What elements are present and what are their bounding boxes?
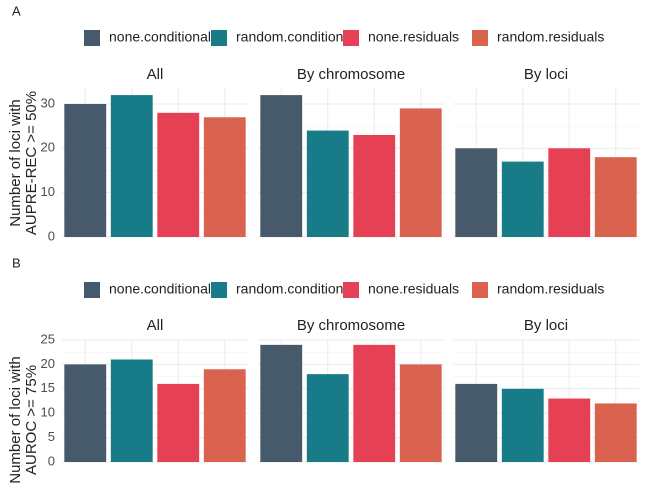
legend-label: none.conditional <box>109 281 211 297</box>
legend-swatch <box>343 30 359 46</box>
bar <box>548 398 591 462</box>
bar <box>260 344 303 462</box>
facet-title: All <box>147 66 164 83</box>
y-tick-label: 15 <box>41 380 55 395</box>
bar <box>501 161 544 237</box>
legend-label: random.residuals <box>497 281 604 297</box>
y-tick-label: 5 <box>48 429 55 444</box>
legend-label: none.residuals <box>368 281 459 297</box>
legend-label: none.conditional <box>109 29 211 45</box>
bar <box>399 108 442 238</box>
y-tick-label: 10 <box>41 184 55 199</box>
legend-swatch <box>84 30 100 46</box>
bar <box>501 388 544 462</box>
facet-title: By loci <box>524 66 568 83</box>
legend-swatch <box>211 282 227 298</box>
legend-swatch <box>472 30 488 46</box>
bar <box>353 135 396 237</box>
bar <box>594 157 637 237</box>
legend-label: random.residuals <box>497 29 604 45</box>
y-axis-label: Number of loci with <box>7 99 24 227</box>
bar <box>64 103 107 237</box>
bar <box>399 364 442 462</box>
bar <box>110 95 153 237</box>
bar <box>157 112 200 237</box>
bar <box>353 344 396 462</box>
bar <box>203 117 246 237</box>
facet-title: By loci <box>524 317 568 334</box>
bar <box>594 403 637 462</box>
panel-tag: B <box>12 255 21 270</box>
legend-label: random.conditional <box>236 29 354 45</box>
bar <box>157 383 200 462</box>
y-tick-label: 25 <box>41 331 55 346</box>
legend-label: random.conditional <box>236 281 354 297</box>
bar <box>455 383 498 462</box>
legend-swatch <box>84 282 100 298</box>
bar <box>110 359 153 462</box>
y-tick-label: 0 <box>48 453 55 468</box>
y-axis-label: Number of loci with <box>7 356 24 484</box>
y-tick-label: 0 <box>48 228 55 243</box>
bar <box>306 130 349 237</box>
facet-title: By chromosome <box>297 66 405 83</box>
y-tick-label: 20 <box>41 140 55 155</box>
legend-label: none.residuals <box>368 29 459 45</box>
bar <box>64 364 107 462</box>
legend-swatch <box>472 282 488 298</box>
bar <box>260 95 303 237</box>
panel-tag: A <box>12 3 21 18</box>
y-tick-label: 20 <box>41 356 55 371</box>
y-tick-label: 10 <box>41 405 55 420</box>
y-tick-label: 30 <box>41 95 55 110</box>
bar <box>548 148 591 237</box>
bar <box>306 374 349 462</box>
legend-swatch <box>343 282 359 298</box>
facet-title: All <box>147 317 164 334</box>
facet-title: By chromosome <box>297 317 405 334</box>
bar <box>455 148 498 237</box>
legend-swatch <box>211 30 227 46</box>
bar <box>203 369 246 462</box>
y-axis-label: AUPRE-REC >= 50% <box>23 91 40 235</box>
y-axis-label: AUROC >= 75% <box>23 365 40 475</box>
